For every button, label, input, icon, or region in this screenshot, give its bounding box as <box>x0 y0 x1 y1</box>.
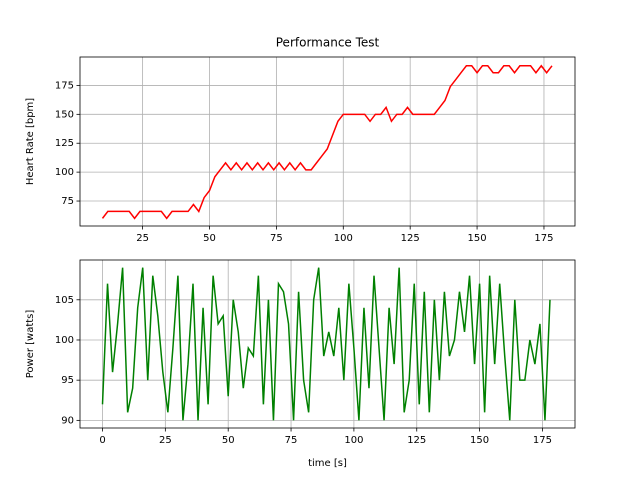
x-tick-label: 100 <box>344 435 363 446</box>
x-tick-label: 75 <box>270 233 283 244</box>
x-tick-label: 75 <box>285 435 298 446</box>
x-tick-label: 150 <box>468 233 487 244</box>
y-tick-label: 125 <box>55 138 74 149</box>
x-tick-label: 0 <box>99 435 105 446</box>
y-tick-label: 75 <box>61 196 74 207</box>
x-tick-label: 100 <box>334 233 353 244</box>
x-tick-label: 125 <box>407 435 426 446</box>
x-tick-label: 150 <box>470 435 489 446</box>
x-tick-label: 50 <box>203 233 216 244</box>
y-tick-label: 150 <box>55 109 74 120</box>
axes-frame <box>79 259 576 429</box>
data-line <box>101 64 553 220</box>
chart-title: Performance Test <box>276 36 380 50</box>
y-axis-label: Heart Rate [bpm] <box>25 98 36 185</box>
x-tick-label: 50 <box>222 435 235 446</box>
y-axis-label: Power [watts] <box>25 310 36 379</box>
data-line <box>101 267 551 421</box>
y-tick-label: 175 <box>55 80 74 91</box>
y-tick-label: 100 <box>55 335 74 346</box>
axes-frame <box>79 56 576 227</box>
x-tick-label: 25 <box>136 233 149 244</box>
y-tick-label: 100 <box>55 167 74 178</box>
x-tick-label: 25 <box>159 435 172 446</box>
x-tick-label: 125 <box>401 233 420 244</box>
y-tick-label: 90 <box>61 415 74 426</box>
y-tick-label: 105 <box>55 295 74 306</box>
x-axis-label: time [s] <box>308 458 347 469</box>
x-tick-label: 175 <box>533 435 552 446</box>
y-tick-label: 95 <box>61 375 74 386</box>
x-tick-label: 175 <box>534 233 553 244</box>
